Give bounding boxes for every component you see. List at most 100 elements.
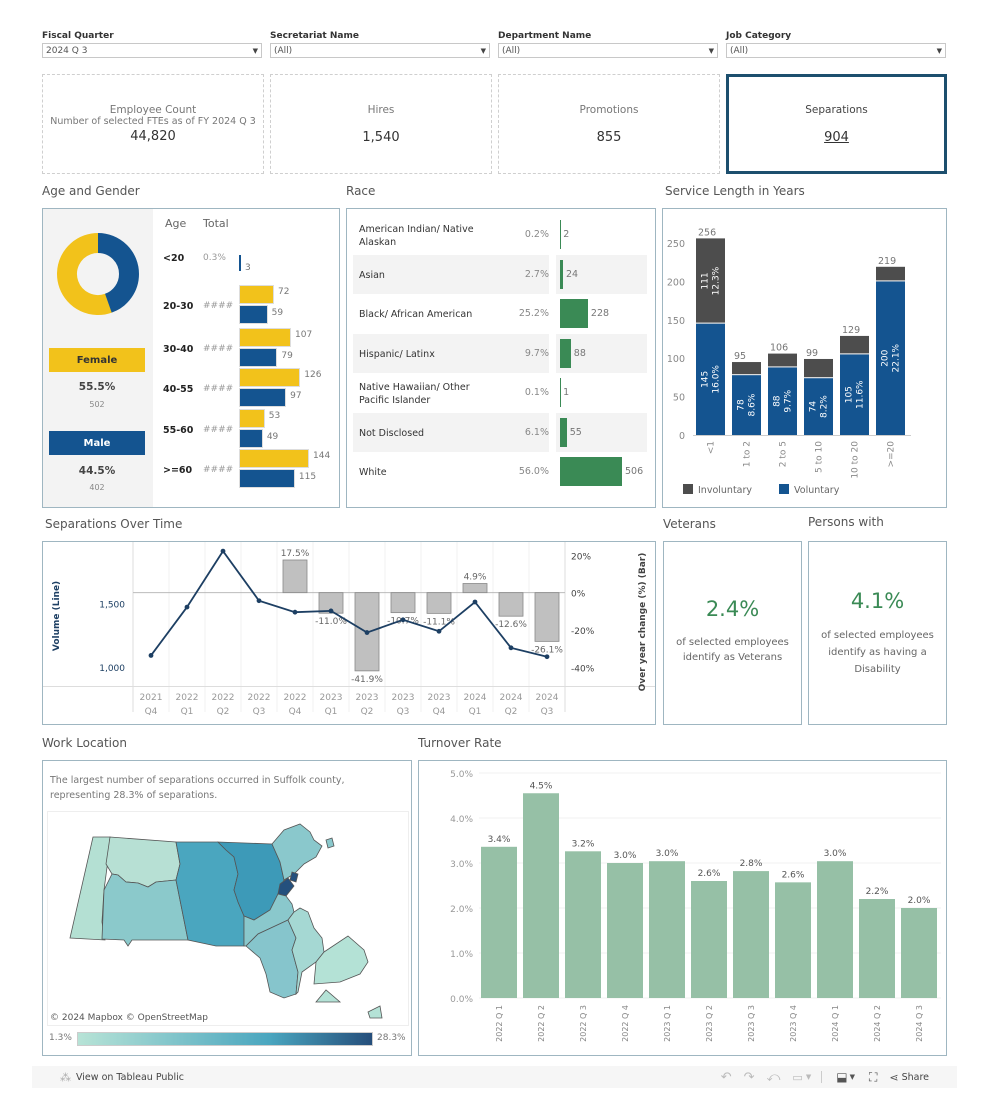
redo-icon[interactable]: ↷: [743, 1069, 755, 1085]
x-tick-year: 2024: [500, 693, 523, 703]
age-bar-female[interactable]: [239, 285, 274, 304]
age-label: 40-55: [163, 384, 194, 395]
massachusetts-map[interactable]: [48, 812, 408, 1025]
race-row[interactable]: Hispanic/ Latinx 9.7% 88: [353, 334, 649, 374]
change-bar: [462, 583, 488, 594]
map-area[interactable]: © 2024 Mapbox © OpenStreetMap: [47, 811, 409, 1026]
x-tick-label: 2023 Q 1: [663, 1005, 672, 1042]
donut-male-slice[interactable]: [57, 233, 139, 315]
age-bar-male[interactable]: [239, 469, 295, 488]
race-label: American Indian/ Native Alaskan: [359, 223, 474, 249]
x-tick-year: 2023: [320, 693, 343, 703]
turnover-bar-label: 3.4%: [488, 835, 511, 845]
male-legend-button[interactable]: Male: [49, 431, 145, 455]
race-bar[interactable]: [560, 457, 622, 487]
race-row[interactable]: Asian 2.7% 24: [353, 255, 649, 295]
x-tick-label: 2024 Q 1: [831, 1005, 840, 1042]
race-row-bg-left: [353, 412, 549, 452]
kpi-separations[interactable]: Separations 904: [726, 74, 947, 174]
x-tick-label: 2 to 5: [779, 441, 789, 467]
x-tick-label: <1: [707, 441, 717, 454]
age-bar-male[interactable]: [239, 348, 278, 367]
race-row-bg-right: [556, 333, 647, 373]
kpi-hires[interactable]: Hires 1,540: [270, 74, 492, 174]
county-barnstable[interactable]: [313, 935, 369, 985]
filter-value: (All): [502, 45, 521, 56]
race-bar[interactable]: [560, 299, 588, 329]
female-count: 502: [89, 400, 105, 409]
legend-involuntary-label: Involuntary: [698, 485, 752, 496]
race-row[interactable]: White 56.0% 506: [353, 452, 649, 492]
share-icon[interactable]: ⋖: [889, 1070, 899, 1084]
race-pct: 2.7%: [524, 268, 549, 280]
x-tick-quarter: Q2: [217, 707, 230, 717]
turnover-bar: [901, 908, 937, 998]
legend-voluntary-label: Voluntary: [794, 485, 840, 496]
fullscreen-icon[interactable]: ⛶: [868, 1069, 878, 1084]
county-essex-island[interactable]: [325, 837, 335, 849]
color-legend-bar: [77, 1032, 373, 1046]
turnover-bar-label: 2.6%: [698, 869, 721, 879]
county-essex[interactable]: [271, 823, 323, 881]
revert-icon[interactable]: ⤺: [766, 1069, 781, 1085]
gender-donut[interactable]: [55, 231, 141, 317]
download-icon[interactable]: ⬓: [836, 1070, 848, 1084]
female-legend-button[interactable]: Female: [49, 348, 145, 372]
volume-point: [508, 645, 514, 651]
age-total: ####: [203, 465, 234, 475]
legend-min: 1.3%: [49, 1033, 72, 1043]
view-on-tableau-link[interactable]: View on Tableau Public: [76, 1071, 184, 1083]
race-row[interactable]: Native Hawaiian/ Other Pacific Islander 0.…: [353, 373, 649, 413]
disability-desc-2: identify as having a: [828, 647, 927, 658]
pause-dropdown-icon[interactable]: ▼: [805, 1073, 812, 1081]
county-hampden-hampshire[interactable]: [101, 873, 189, 947]
age-bar-male[interactable]: [239, 255, 241, 271]
chevron-down-icon: ▼: [480, 46, 486, 55]
county-dukes[interactable]: [315, 989, 342, 1003]
x-tick-label: 2022 Q 3: [579, 1005, 588, 1042]
county-nantucket[interactable]: [367, 1005, 383, 1019]
share-button[interactable]: Share: [901, 1071, 929, 1083]
race-bar[interactable]: [560, 259, 563, 289]
department-select[interactable]: (All) ▼: [498, 43, 718, 58]
turnover-rate-panel: 0.0% 1.0% 2.0% 3.0% 4.0% 5.0% 3.4% 2022 Q 1 4.5%…: [418, 760, 947, 1056]
kpi-employee-count[interactable]: Employee Count Number of selected FTEs a…: [42, 74, 264, 174]
age-bar-male[interactable]: [239, 305, 268, 324]
county-suffolk[interactable]: [277, 877, 295, 897]
race-row[interactable]: Not Disclosed 6.1% 55: [353, 413, 649, 453]
age-bar-female[interactable]: [239, 449, 309, 468]
race-label-line-2: Alaskan: [359, 237, 397, 248]
kpi-title: Employee Count: [109, 104, 197, 116]
tableau-toolbar: ⁂ View on Tableau Public ↶ ↷ ⤺ ▭ ▼ ⬓ ▼ ⛶…: [32, 1066, 957, 1088]
volume-point: [400, 617, 406, 623]
volume-point: [364, 630, 370, 635]
race-bar[interactable]: [560, 338, 571, 368]
kpi-promotions[interactable]: Promotions 855: [498, 74, 720, 174]
change-bar-label: -11.0%: [315, 617, 347, 627]
race-row[interactable]: American Indian/ Native Alaskan 0.2% 2: [353, 215, 649, 255]
map-attribution[interactable]: © 2024 Mapbox © OpenStreetMap: [50, 1013, 208, 1023]
x-tick-label: 2022 Q 1: [495, 1005, 504, 1042]
disability-desc-3: Disability: [854, 664, 901, 675]
age-bar-female[interactable]: [239, 368, 301, 387]
age-bar-female[interactable]: [239, 328, 291, 347]
age-bar-male[interactable]: [239, 388, 287, 407]
service-length-panel: 0 50 100 150 200 250 256 145 16.0% 111 12.3% <1 95 78…: [662, 208, 947, 508]
separations-over-time-panel: Volume (Line) 1,000 1,500 20% 0% -20% -40% Over…: [42, 541, 656, 725]
x-tick-quarter: Q3: [397, 707, 410, 717]
race-row[interactable]: Black/ African American 25.2% 228: [353, 294, 649, 334]
race-count: 1: [563, 387, 570, 398]
county-suffolk-east[interactable]: [289, 871, 299, 883]
pause-icon[interactable]: ▭: [792, 1070, 803, 1084]
secretariat-select[interactable]: (All) ▼: [270, 43, 490, 58]
age-bar-female[interactable]: [239, 409, 265, 428]
race-bar[interactable]: [560, 417, 567, 447]
legend-involuntary-swatch: [683, 484, 693, 494]
total-column-header: Total: [203, 217, 229, 230]
fiscal-quarter-select[interactable]: 2024 Q 3 ▼: [42, 43, 262, 58]
undo-icon[interactable]: ↶: [720, 1069, 732, 1085]
x-tick-label: 5 to 10: [815, 441, 825, 473]
age-bar-male[interactable]: [239, 429, 263, 448]
download-dropdown-icon[interactable]: ▼: [849, 1073, 855, 1081]
job-category-select[interactable]: (All) ▼: [726, 43, 946, 58]
